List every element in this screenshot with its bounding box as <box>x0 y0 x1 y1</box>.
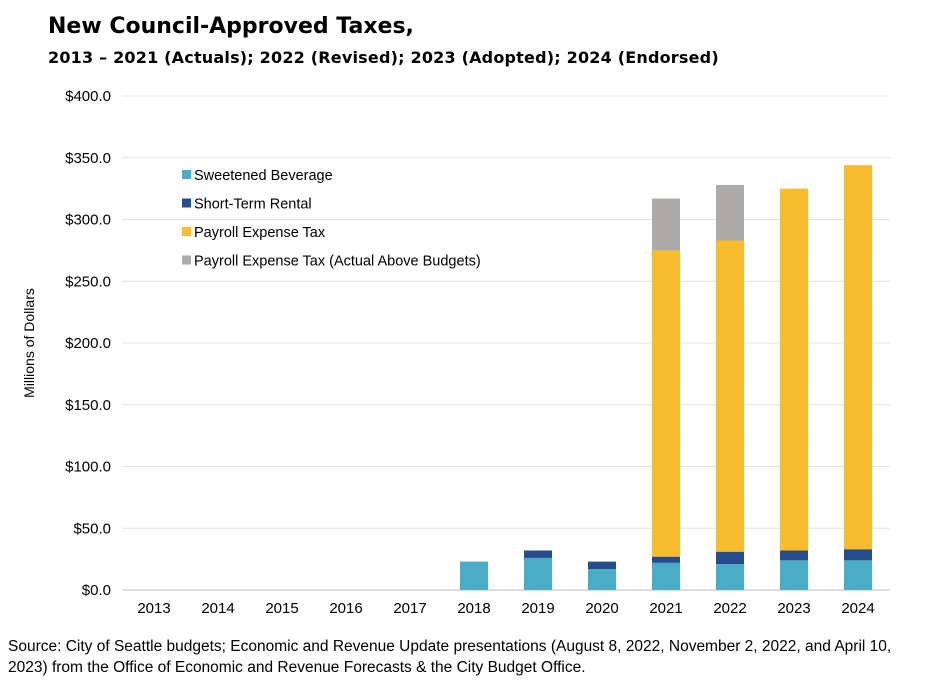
legend-label: Payroll Expense Tax <box>194 225 326 241</box>
x-tick-label: 2019 <box>521 600 554 617</box>
bar-sweetened-beverage-2018 <box>460 561 488 590</box>
x-tick-label: 2015 <box>265 600 298 617</box>
legend-swatch <box>182 255 191 265</box>
x-tick-label: 2023 <box>777 600 810 617</box>
bar-short-term-rental-2023 <box>780 550 808 561</box>
y-tick-label: $150.0 <box>65 397 111 414</box>
x-tick-label: 2021 <box>649 600 682 617</box>
source-note: Source: City of Seattle budgets; Economi… <box>8 638 892 676</box>
bar-sweetened-beverage-2023 <box>780 560 808 590</box>
chart-title: New Council-Approved Taxes, <box>48 14 414 39</box>
legend-label: Payroll Expense Tax (Actual Above Budget… <box>194 254 481 270</box>
bar-payroll-expense-tax-2022 <box>716 240 744 552</box>
y-tick-label: $250.0 <box>65 273 111 290</box>
bar-short-term-rental-2022 <box>716 551 744 565</box>
y-tick-label: $50.0 <box>73 520 111 537</box>
bar-sweetened-beverage-2019 <box>524 557 552 590</box>
x-tick-label: 2020 <box>585 600 618 617</box>
bar-payroll-expense-tax-2021 <box>652 250 680 557</box>
bar-payroll-expense-tax-2024 <box>844 165 872 550</box>
legend-swatch <box>182 198 191 208</box>
bar-short-term-rental-2021 <box>652 556 680 563</box>
x-tick-label: 2018 <box>457 600 490 617</box>
bar-short-term-rental-2024 <box>844 549 872 561</box>
bar-sweetened-beverage-2020 <box>588 569 616 590</box>
x-tick-label: 2014 <box>201 600 234 617</box>
chart-subtitle: 2013 – 2021 (Actuals); 2022 (Revised); 2… <box>48 48 719 67</box>
legend-swatch <box>182 170 191 179</box>
bar-payroll-expense-tax-2023 <box>780 188 808 551</box>
y-tick-label: $300.0 <box>65 212 111 229</box>
y-tick-label: $0.0 <box>82 582 111 599</box>
bar-short-term-rental-2020 <box>588 561 616 570</box>
bar-payroll-expense-tax-actual-above-budgets-2021 <box>652 198 680 251</box>
stacked-bar-chart: $0.0 $50.0 $100.0 $150.0 $200.0 $250.0 $300.0 $… <box>21 88 890 617</box>
bar-sweetened-beverage-2024 <box>844 560 872 590</box>
bar-sweetened-beverage-2021 <box>652 562 680 590</box>
legend-label: Short-Term Rental <box>194 197 312 213</box>
x-tick-label: 2024 <box>841 600 874 617</box>
x-tick-label: 2013 <box>137 600 170 617</box>
bar-short-term-rental-2019 <box>524 550 552 558</box>
bar-payroll-expense-tax-actual-above-budgets-2022 <box>716 184 744 241</box>
x-tick-label: 2016 <box>329 600 362 617</box>
legend-label: Sweetened Beverage <box>194 168 333 184</box>
x-tick-label: 2022 <box>713 600 746 617</box>
y-tick-label: $350.0 <box>65 150 111 167</box>
x-tick-label: 2017 <box>393 600 426 617</box>
y-tick-label: $100.0 <box>65 459 111 476</box>
y-tick-label: $200.0 <box>65 335 111 352</box>
legend-swatch <box>182 227 191 236</box>
y-tick-label: $400.0 <box>65 88 111 105</box>
y-axis-label: Millions of Dollars <box>21 288 37 398</box>
bar-sweetened-beverage-2022 <box>716 564 744 590</box>
